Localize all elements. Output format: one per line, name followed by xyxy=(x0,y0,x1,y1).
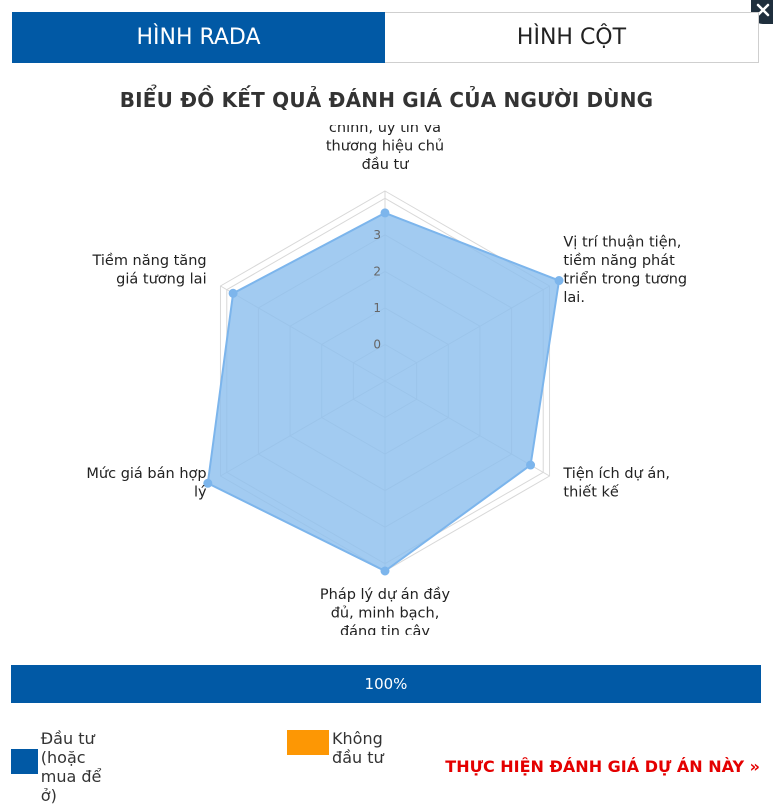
category-label-line: Tiện ích dự án, xyxy=(562,466,670,482)
category-label-line: đầu tư xyxy=(362,157,410,173)
category-label-line: lai. xyxy=(563,290,585,306)
chart-tabs: HÌNH RADA HÌNH CỘT xyxy=(12,12,759,63)
category-label-line: thiết kế xyxy=(563,484,619,501)
category-label-line: Tiềm năng tăng xyxy=(91,252,206,269)
legend-label-no-invest: Không đầu tư xyxy=(332,729,384,767)
tab-radar[interactable]: HÌNH RADA xyxy=(12,12,385,63)
category-label-line: thương hiệu chủ xyxy=(326,139,444,155)
legend-item-invest[interactable]: Đầu tư (hoặc mua để ở) xyxy=(11,717,122,805)
tab-column[interactable]: HÌNH CỘT xyxy=(385,12,759,63)
chart-title: BIỂU ĐỒ KẾT QUẢ ĐÁNH GIÁ CỦA NGƯỜI DÙNG xyxy=(119,88,654,112)
data-point-0 xyxy=(380,208,390,218)
category-label-line: Pháp lý dự án đầy xyxy=(320,587,451,603)
data-point-1 xyxy=(554,276,564,286)
legend-swatch-invest xyxy=(11,748,38,774)
close-icon xyxy=(756,3,770,17)
data-point-2 xyxy=(526,460,536,470)
data-point-3 xyxy=(380,566,390,576)
category-label-line: triển trong tương xyxy=(563,270,687,287)
evaluate-project-link[interactable]: THỰC HIỆN ĐÁNH GIÁ DỰ ÁN NÀY » xyxy=(445,757,760,776)
tick-label-3: 3 xyxy=(373,228,381,242)
tick-label-0: 0 xyxy=(373,337,381,351)
legend-swatch-no-invest xyxy=(287,729,330,755)
category-label-4: Mức giá bán hợp lý xyxy=(86,466,207,501)
category-label-line: chính, uy tín và xyxy=(329,125,441,136)
tick-label-2: 2 xyxy=(373,264,381,278)
legend-label-invest: Đầu tư (hoặc mua để ở) xyxy=(40,729,102,805)
category-label-5: Tiềm năng tăng giá tương lai xyxy=(91,252,206,288)
category-label-line: giá tương lai xyxy=(116,271,206,287)
category-label-line: lý xyxy=(194,485,207,501)
category-label-line: Vị trí thuận tiện, xyxy=(563,234,681,250)
category-label-line: đáng tin cậy xyxy=(340,624,430,635)
tick-label-1: 1 xyxy=(373,301,381,315)
category-label-1: Vị trí thuận tiện, tiềm năng phát triển tr… xyxy=(563,234,687,306)
progress-bar: 100% xyxy=(11,665,761,703)
category-label-line: Mức giá bán hợp xyxy=(86,466,206,482)
category-label-2: Tiện ích dự án, thiết kế xyxy=(562,466,670,501)
category-label-3: Pháp lý dự án đầy đủ, minh bạch, đáng tin … xyxy=(320,587,451,635)
data-point-4 xyxy=(203,478,213,488)
category-label-line: tiềm năng phát xyxy=(563,252,675,269)
series-area xyxy=(206,211,561,573)
category-label-line: đủ, minh bạch, xyxy=(331,606,440,622)
legend-item-no-invest[interactable]: Không đầu tư xyxy=(287,717,404,767)
data-point-5 xyxy=(228,288,238,298)
progress-label: 100% xyxy=(364,675,408,693)
